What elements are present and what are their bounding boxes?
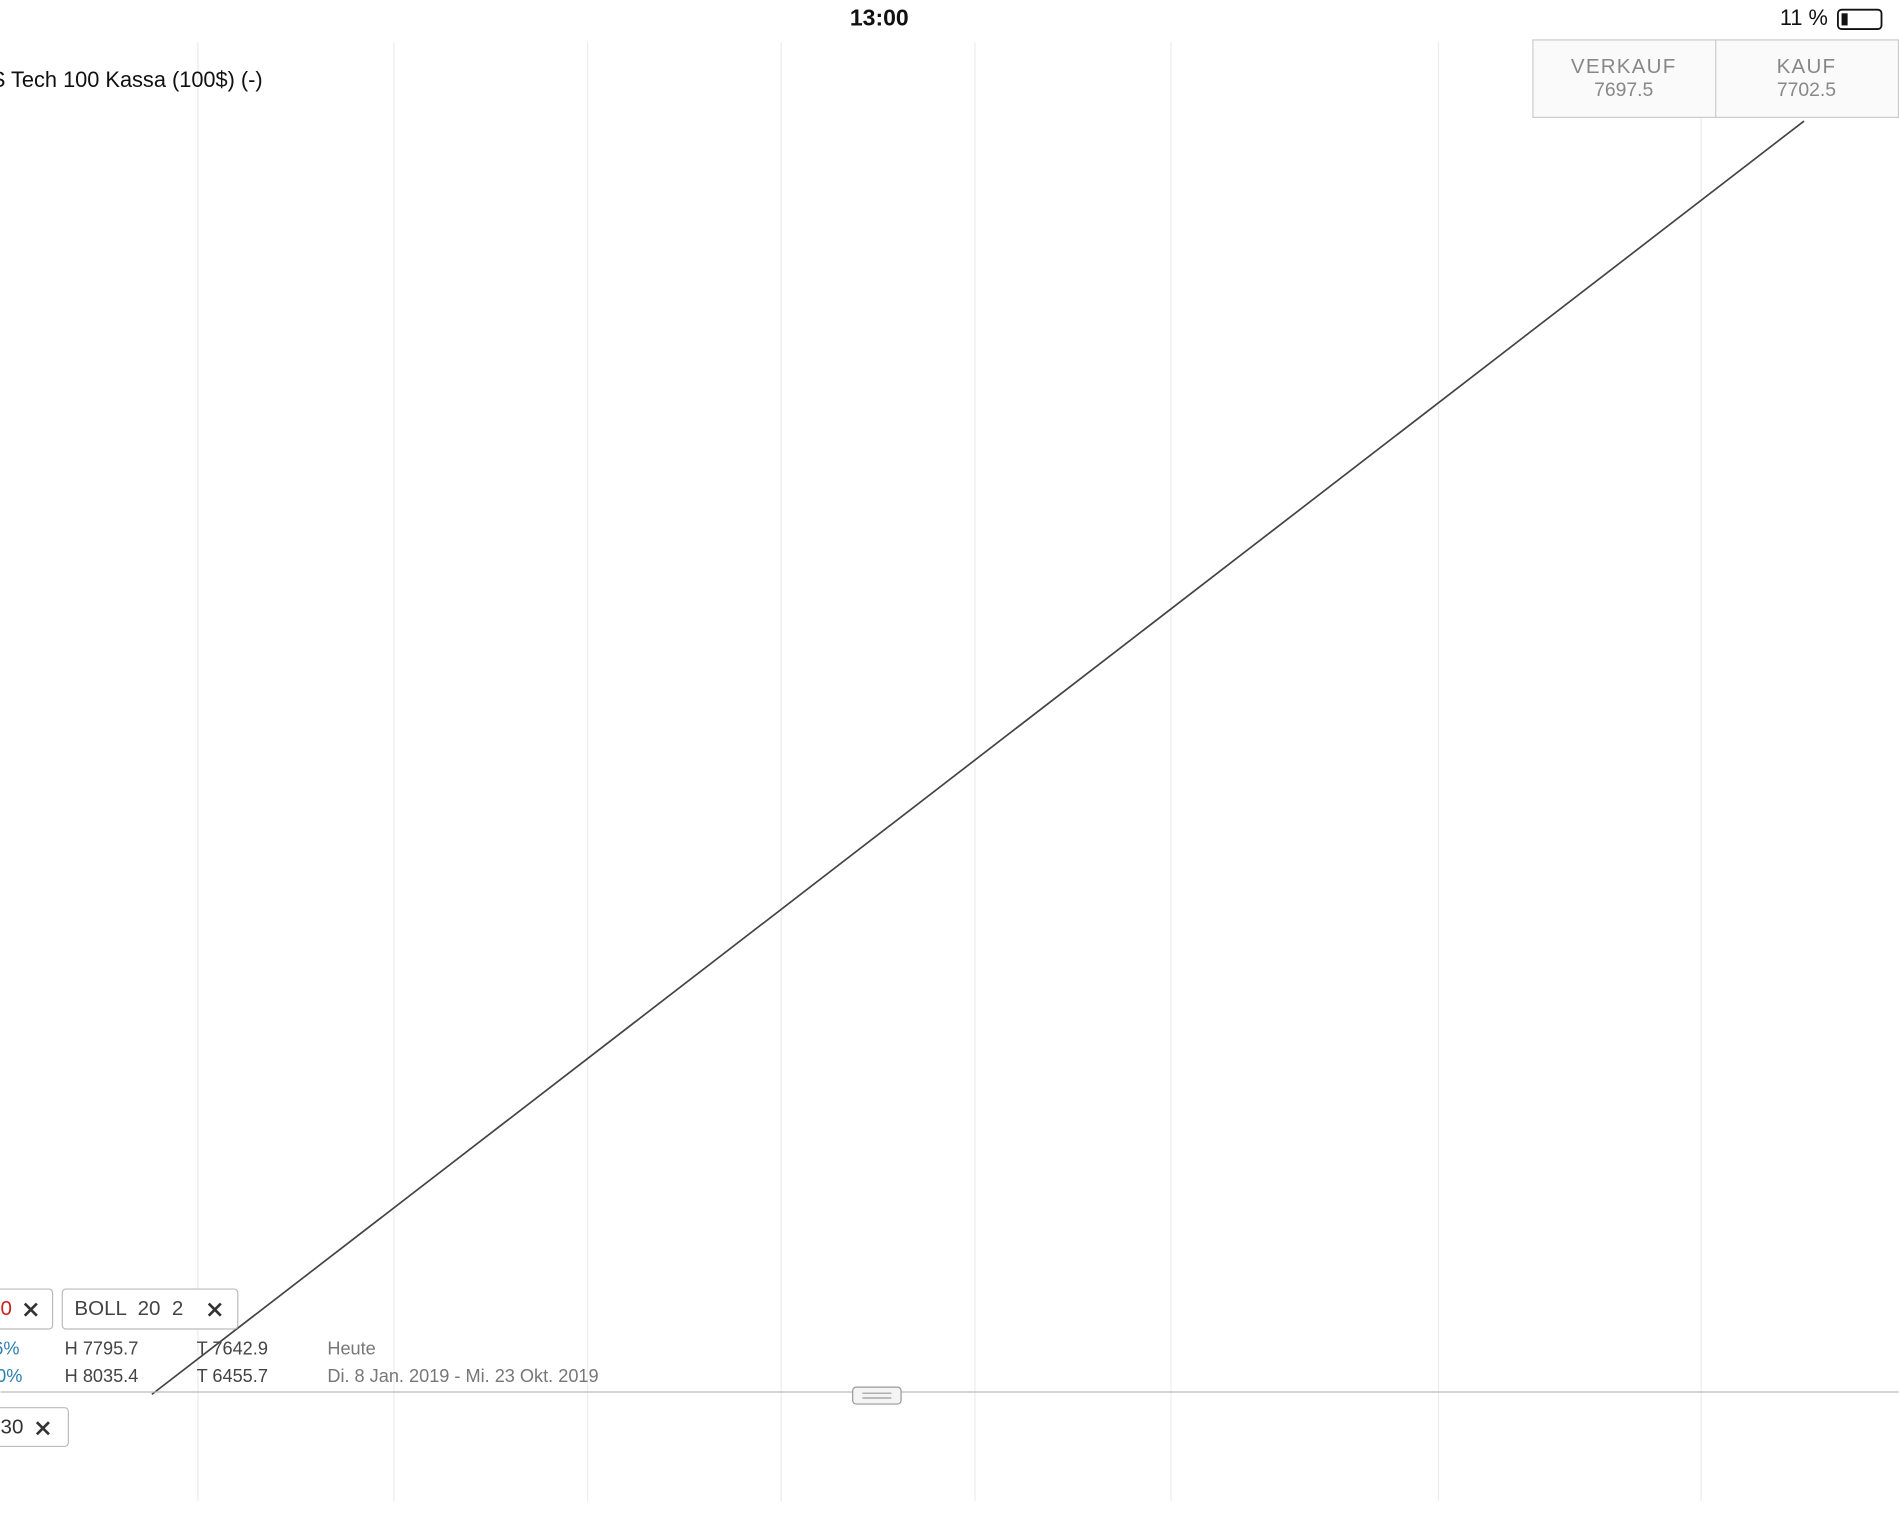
info-low: T 6455.7: [197, 1366, 268, 1386]
trade-box[interactable]: VERKAUF 7697.5 KAUF 7702.5: [1532, 39, 1899, 119]
resize-handle[interactable]: [852, 1386, 902, 1405]
info-period: Heute: [327, 1338, 375, 1358]
trend-line: [151, 120, 1805, 1396]
status-time: 13:00: [850, 4, 909, 30]
month-grid: [197, 42, 1702, 1501]
info-pct: 60%: [0, 1366, 22, 1386]
info-period: Di. 8 Jan. 2019 - Mi. 23 Okt. 2019: [327, 1366, 598, 1386]
chip-box: [0, 1407, 69, 1448]
status-battery: 11 %: [1780, 5, 1828, 30]
info-pct: 6%: [0, 1338, 20, 1358]
close-icon[interactable]: [23, 1302, 38, 1317]
info-high: H 8035.4: [65, 1366, 139, 1386]
sell-label[interactable]: VERKAUF: [1571, 55, 1677, 78]
indicator-chip[interactable]: BOLL 20 2: [61, 1288, 239, 1330]
close-icon[interactable]: [207, 1302, 222, 1317]
sell-price[interactable]: 7697.5: [1594, 79, 1653, 101]
rsi-chip[interactable]: 30: [0, 1407, 69, 1448]
chip-label: 30: [1, 1416, 24, 1439]
chip-box: [61, 1288, 239, 1330]
chip-label: 0: [1, 1297, 12, 1320]
info-high: H 7795.7: [65, 1338, 139, 1358]
chip-box: [0, 1288, 54, 1330]
indicator-chip[interactable]: 0: [0, 1288, 54, 1330]
handle-grip: [862, 1392, 892, 1399]
instrument-title: S Tech 100 Kassa (100$) (-): [0, 67, 263, 92]
info-low: T 7642.9: [197, 1338, 268, 1358]
close-icon[interactable]: [35, 1421, 50, 1436]
chip-label: BOLL 20 2: [74, 1297, 183, 1320]
buy-label[interactable]: KAUF: [1777, 55, 1837, 78]
battery-icon: [1837, 8, 1883, 30]
buy-price[interactable]: 7702.5: [1777, 79, 1836, 101]
info-rows: 6% H 7795.7 T 7642.9 Heute 60% H 8035.4 …: [0, 1338, 599, 1386]
battery-level: [1841, 13, 1848, 26]
